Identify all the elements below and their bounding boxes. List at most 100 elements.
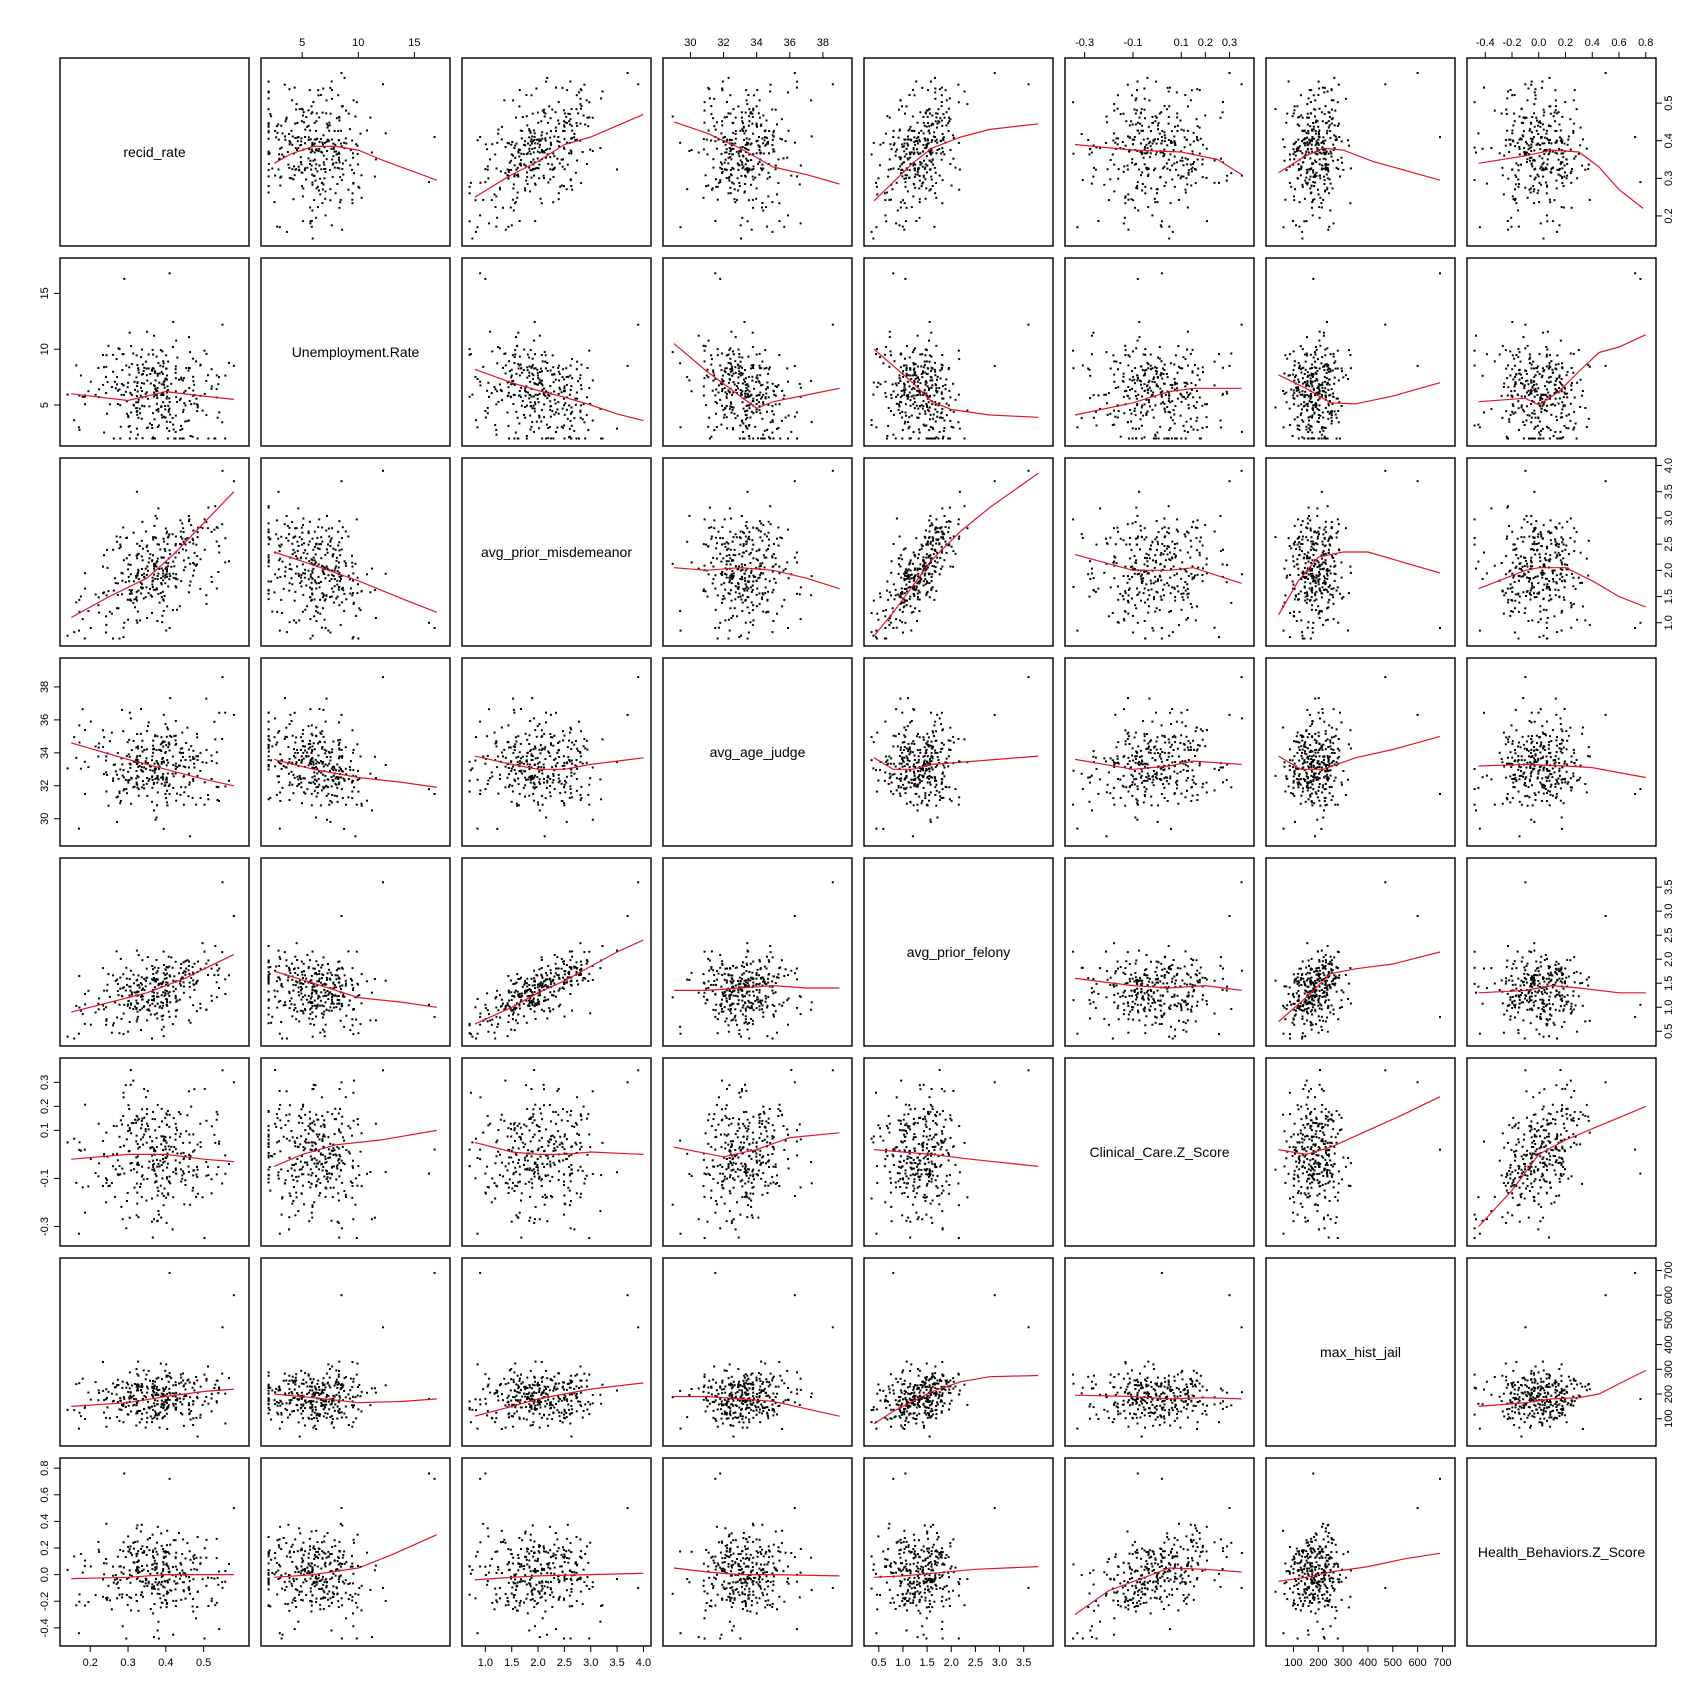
data-point	[1339, 175, 1341, 178]
data-point	[1146, 147, 1149, 150]
data-point	[336, 166, 339, 169]
data-point	[116, 582, 119, 585]
data-point	[758, 99, 761, 102]
data-point	[1542, 114, 1545, 117]
data-point	[1131, 123, 1134, 126]
data-point	[732, 167, 735, 170]
data-point	[529, 190, 532, 193]
data-point	[1139, 380, 1142, 383]
data-point	[941, 364, 944, 367]
data-point	[1153, 381, 1156, 384]
data-point	[1537, 417, 1540, 420]
data-point	[119, 425, 122, 428]
data-point	[574, 171, 577, 174]
data-point	[130, 589, 133, 592]
data-point	[761, 163, 764, 166]
data-point	[1520, 404, 1523, 407]
data-point	[758, 161, 761, 163]
data-point	[1155, 437, 1158, 440]
data-point	[545, 156, 547, 159]
data-point	[719, 161, 722, 164]
data-point	[1326, 168, 1329, 171]
data-point	[1297, 138, 1300, 141]
data-point	[174, 368, 177, 371]
data-point	[1515, 354, 1518, 356]
data-point	[1543, 149, 1546, 151]
data-point	[1184, 188, 1187, 191]
data-point	[1294, 376, 1296, 378]
data-point	[509, 396, 512, 399]
data-point	[1588, 198, 1591, 201]
data-point	[180, 543, 183, 546]
data-point	[496, 216, 499, 219]
data-point	[1309, 429, 1312, 432]
data-point	[529, 380, 532, 383]
data-point	[903, 391, 906, 394]
data-point	[1197, 139, 1200, 142]
data-point	[1514, 381, 1517, 384]
data-point	[745, 137, 748, 140]
data-point	[761, 206, 763, 209]
data-point	[549, 136, 552, 139]
data-point	[936, 149, 939, 151]
data-point	[1156, 370, 1158, 373]
data-point	[1512, 140, 1515, 143]
data-point	[1126, 168, 1129, 171]
data-point	[165, 354, 168, 357]
data-point	[746, 166, 749, 169]
data-point	[947, 122, 950, 125]
data-point	[541, 151, 544, 154]
data-point	[889, 410, 892, 412]
data-point	[1534, 167, 1537, 170]
data-point	[934, 97, 937, 100]
data-point	[203, 548, 206, 551]
data-point	[1522, 130, 1525, 133]
data-point	[1558, 168, 1561, 171]
data-point	[1529, 356, 1532, 359]
data-point	[1202, 371, 1204, 374]
data-point	[1493, 360, 1496, 363]
data-point	[545, 80, 547, 83]
data-point	[1530, 379, 1533, 382]
data-point	[720, 168, 723, 170]
data-point	[1117, 410, 1120, 412]
data-point	[1513, 112, 1516, 115]
data-point	[281, 132, 284, 135]
data-point	[516, 416, 519, 419]
data-point	[1303, 401, 1306, 404]
data-point	[563, 404, 565, 407]
data-point	[276, 225, 279, 228]
data-point	[340, 179, 343, 182]
data-point	[1549, 105, 1552, 108]
data-point	[1131, 437, 1134, 440]
data-point	[1518, 146, 1521, 148]
data-point	[914, 363, 917, 366]
data-point	[140, 586, 142, 589]
data-point	[1324, 158, 1327, 161]
data-point	[1538, 155, 1541, 158]
data-point	[1136, 121, 1139, 124]
data-point	[1291, 435, 1294, 437]
data-point	[921, 371, 924, 374]
data-point	[763, 367, 766, 370]
data-point	[1549, 375, 1552, 378]
data-point	[140, 555, 143, 558]
data-point	[514, 349, 517, 352]
data-point	[739, 150, 742, 153]
data-point	[221, 323, 224, 326]
data-point	[1322, 151, 1325, 154]
data-point	[141, 404, 144, 407]
data-point	[1564, 171, 1566, 174]
data-point	[531, 135, 534, 138]
data-point	[747, 385, 750, 388]
data-point	[136, 410, 139, 412]
data-point	[533, 410, 536, 413]
data-point	[1129, 389, 1131, 391]
data-point	[1522, 421, 1525, 424]
data-point	[727, 112, 730, 115]
data-point	[1529, 191, 1532, 194]
data-point	[1569, 118, 1572, 121]
data-point	[1537, 189, 1540, 192]
data-point	[755, 197, 758, 200]
data-point	[292, 198, 295, 201]
